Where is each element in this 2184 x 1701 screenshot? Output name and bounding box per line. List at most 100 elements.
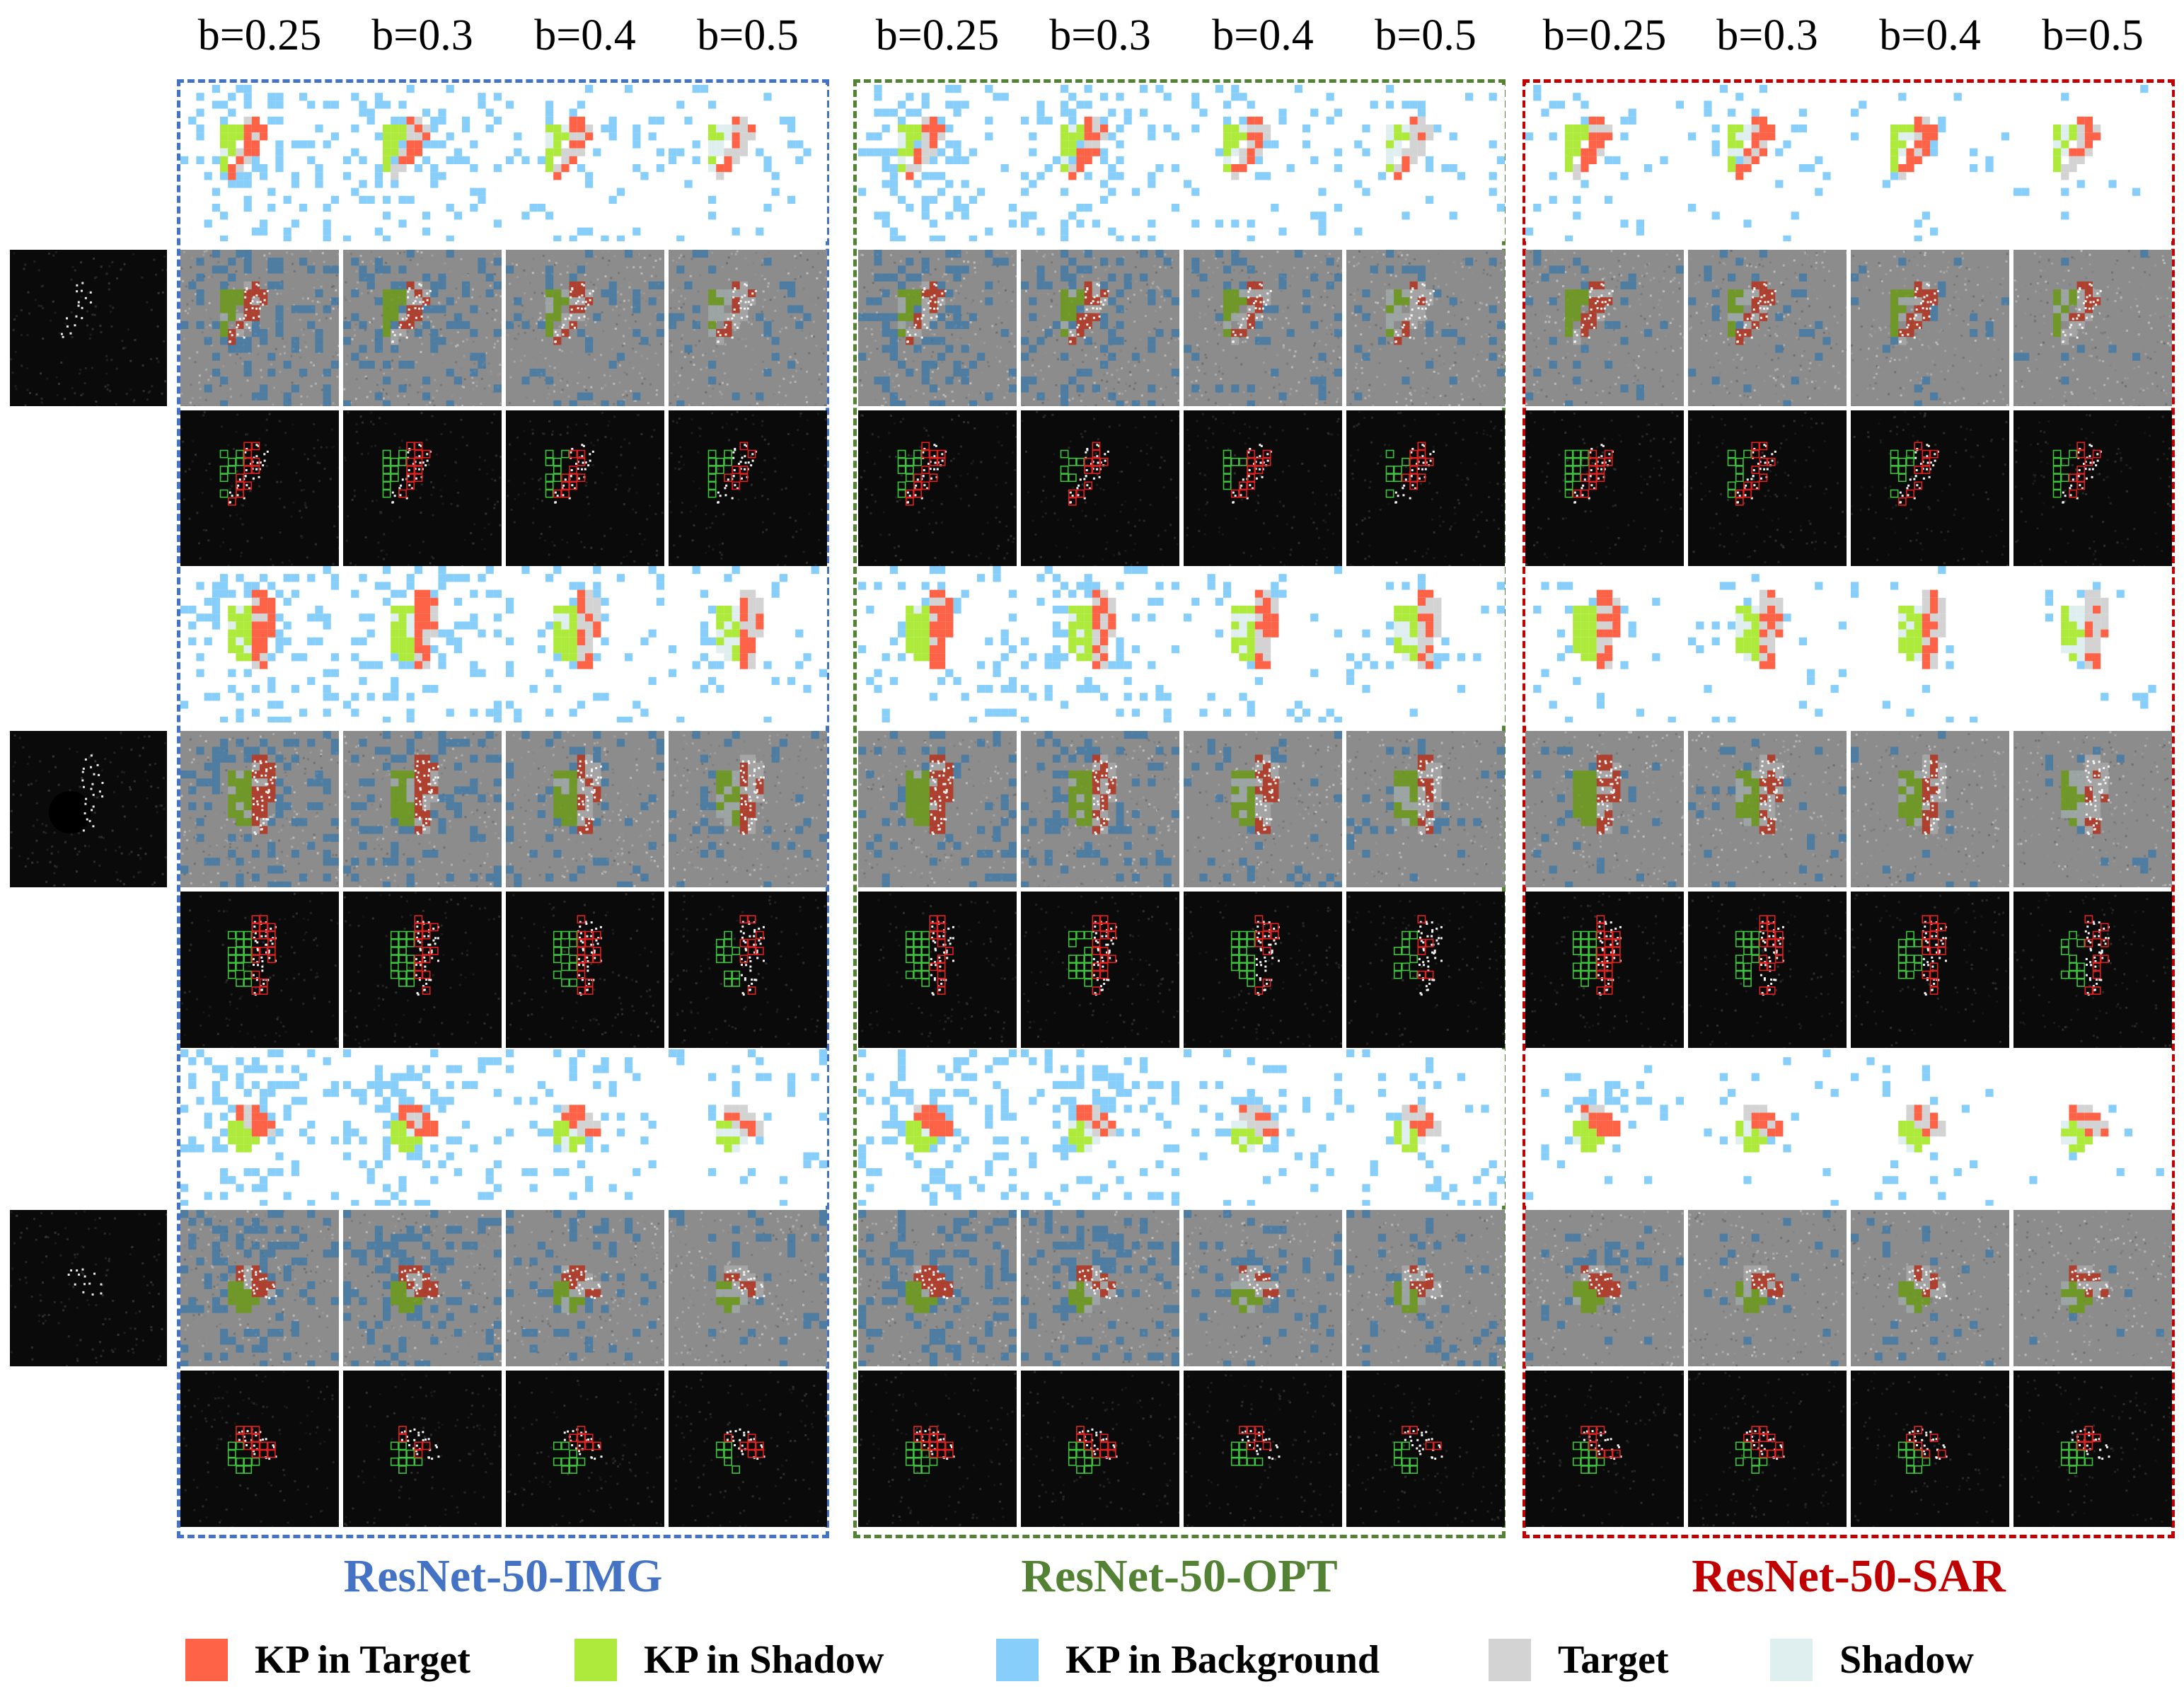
input-sar-thumbnail (10, 1210, 167, 1366)
tile-graphic (1021, 1049, 1179, 1206)
tile-graphic (2013, 892, 2172, 1048)
tile-region-outline (2013, 410, 2172, 567)
tile-keypoint-map (858, 1049, 1017, 1206)
tile-region-outline (1184, 410, 1342, 567)
tile-graphic (180, 731, 339, 887)
tile-graphic (343, 1371, 502, 1527)
tile-graphic (1184, 566, 1342, 722)
input-sar-thumbnail (10, 250, 167, 406)
tile-keypoint-map (1851, 1049, 2009, 1206)
column-header: b=0.3 (343, 10, 502, 61)
legend-label: KP in Target (255, 1637, 470, 1683)
tile-graphic (1021, 566, 1179, 722)
tile-graphic (858, 1371, 1017, 1527)
tile-graphic (506, 1210, 664, 1366)
tile-keypoint-map (669, 1049, 827, 1206)
tile-graphic (1525, 892, 1684, 1048)
tile-graphic (506, 85, 664, 241)
legend-swatch (574, 1639, 617, 1681)
column-header: b=0.25 (858, 10, 1017, 61)
group-title: ResNet-50-OPT (853, 1548, 1506, 1605)
tile-graphic (669, 892, 827, 1048)
tile-graphic (180, 250, 339, 406)
tile-graphic (1021, 1371, 1179, 1527)
tile-graphic (1346, 892, 1505, 1048)
tile-graphic (858, 566, 1017, 722)
tile-graphic (858, 410, 1017, 567)
tile-keypoint-map (180, 566, 339, 722)
tile-graphic (1525, 566, 1684, 722)
tile-region-outline (1688, 410, 1847, 567)
tile-overlay-on-sar (506, 250, 664, 406)
column-header: b=0.25 (1525, 10, 1684, 61)
tile-region-outline (1525, 892, 1684, 1048)
tile-region-outline (858, 410, 1017, 567)
tile-region-outline (669, 410, 827, 567)
legend-item: KP in Target (185, 1637, 470, 1683)
column-header: b=0.5 (669, 10, 827, 61)
column-header: b=0.3 (1021, 10, 1179, 61)
tile-graphic (1346, 1210, 1505, 1366)
tile-graphic (2013, 1210, 2172, 1366)
tile-overlay-on-sar (858, 1210, 1017, 1366)
tile-keypoint-map (506, 1049, 664, 1206)
tile-region-outline (1851, 1371, 2009, 1527)
tile-graphic (1021, 1210, 1179, 1366)
legend-swatch (1489, 1639, 1531, 1681)
tile-region-outline (1346, 410, 1505, 567)
tile-graphic (506, 892, 664, 1048)
tile-graphic (343, 731, 502, 887)
tile-keypoint-map (1851, 566, 2009, 722)
legend-swatch (185, 1639, 228, 1681)
tile-graphic (669, 1210, 827, 1366)
thumbnail-graphic (10, 250, 167, 406)
tile-keypoint-map (1688, 566, 1847, 722)
legend-item: Target (1489, 1637, 1669, 1683)
tile-graphic (1184, 410, 1342, 567)
tile-graphic (1688, 892, 1847, 1048)
tile-graphic (343, 410, 502, 567)
tile-overlay-on-sar (180, 1210, 339, 1366)
tile-graphic (1688, 250, 1847, 406)
tile-keypoint-map (1021, 85, 1179, 241)
tile-graphic (1184, 1371, 1342, 1527)
tile-keypoint-map (1346, 85, 1505, 241)
tile-keypoint-map (858, 566, 1017, 722)
tile-graphic (506, 1049, 664, 1206)
input-sar-thumbnail (10, 731, 167, 887)
tile-graphic (1346, 1049, 1505, 1206)
tile-region-outline (343, 892, 502, 1048)
tile-overlay-on-sar (2013, 250, 2172, 406)
tile-keypoint-map (506, 85, 664, 241)
tile-overlay-on-sar (1184, 250, 1342, 406)
tile-keypoint-map (506, 566, 664, 722)
tile-graphic (1346, 250, 1505, 406)
tile-graphic (669, 731, 827, 887)
tile-keypoint-map (343, 85, 502, 241)
tile-graphic (1021, 85, 1179, 241)
column-header: b=0.25 (180, 10, 339, 61)
tile-overlay-on-sar (1184, 1210, 1342, 1366)
column-header: b=0.3 (1688, 10, 1847, 61)
tile-graphic (506, 1371, 664, 1527)
tile-graphic (1184, 1210, 1342, 1366)
tile-overlay-on-sar (669, 250, 827, 406)
tile-graphic (343, 566, 502, 722)
column-header: b=0.4 (1851, 10, 2009, 61)
tile-region-outline (2013, 892, 2172, 1048)
tile-graphic (2013, 1371, 2172, 1527)
tile-graphic (180, 410, 339, 567)
tile-region-outline (343, 1371, 502, 1527)
tile-region-outline (1346, 892, 1505, 1048)
tile-overlay-on-sar (2013, 1210, 2172, 1366)
tile-overlay-on-sar (1021, 250, 1179, 406)
thumbnail-graphic (10, 731, 167, 887)
tile-graphic (1346, 566, 1505, 722)
legend-swatch (1770, 1639, 1813, 1681)
tile-graphic (1184, 1049, 1342, 1206)
group-title: ResNet-50-SAR (1523, 1548, 2175, 1605)
tile-graphic (2013, 85, 2172, 241)
legend-label: KP in Background (1065, 1637, 1380, 1683)
legend-item: KP in Shadow (574, 1637, 884, 1683)
tile-graphic (669, 566, 827, 722)
